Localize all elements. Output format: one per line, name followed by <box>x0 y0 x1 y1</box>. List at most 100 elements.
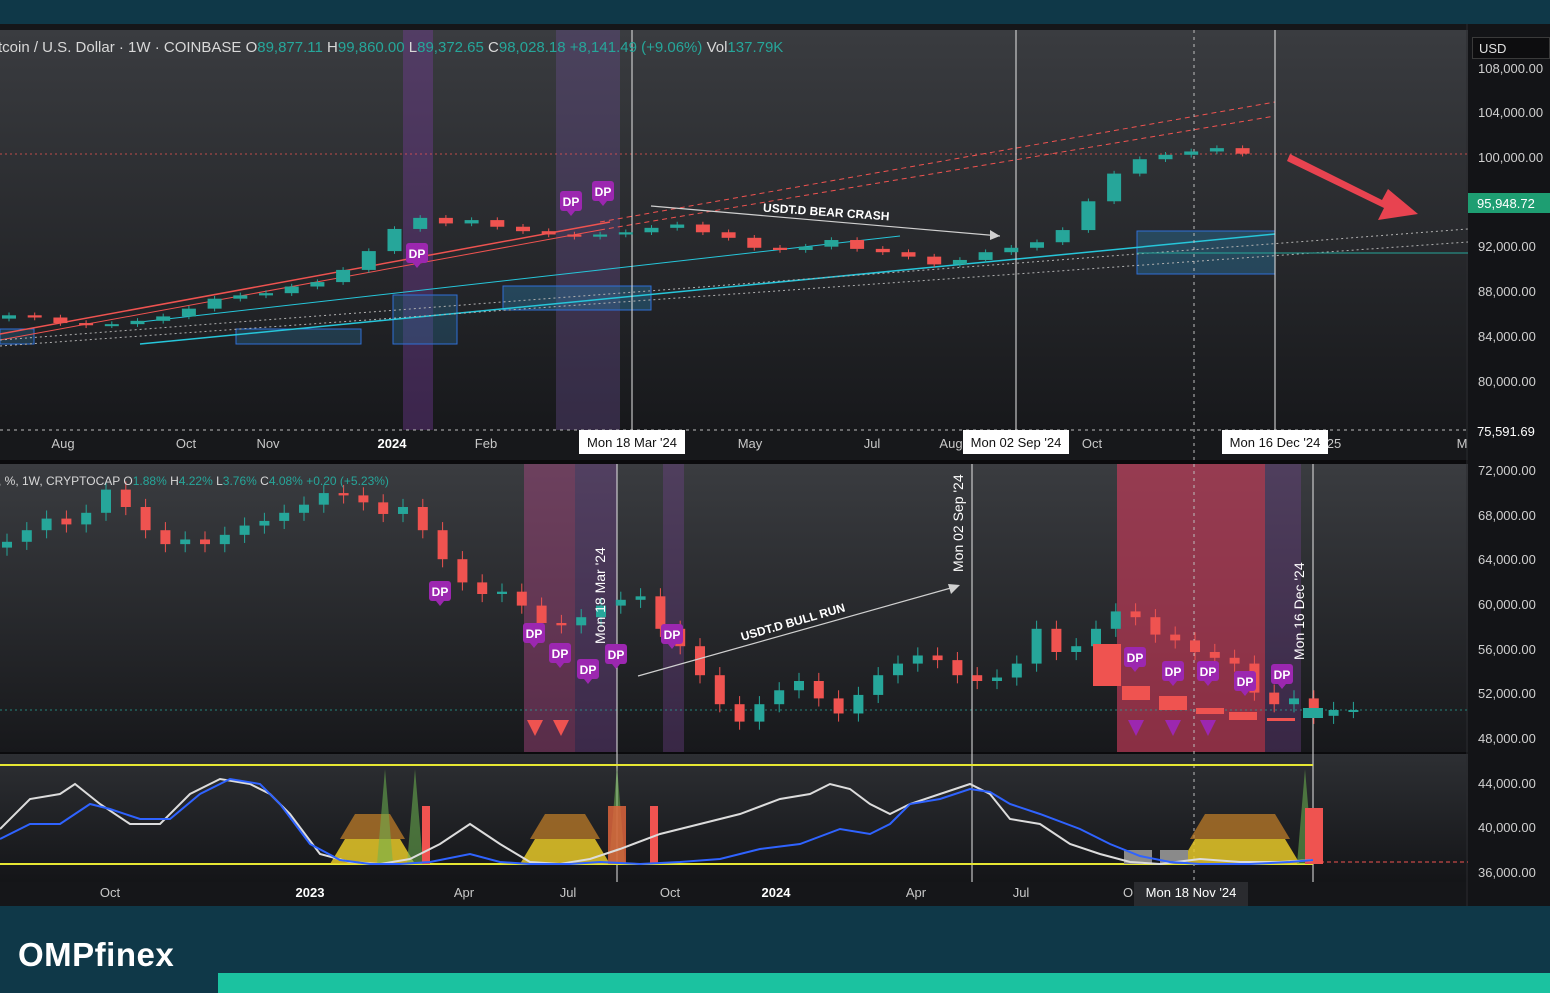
vertical-date-dec: Mon 16 Dec '24 <box>1291 562 1307 660</box>
mid-candle <box>180 539 191 545</box>
shade-zone <box>236 329 361 344</box>
mid-candle <box>338 493 349 496</box>
osc-spike <box>407 769 423 864</box>
signal-triangle <box>1165 720 1181 736</box>
top-time-label: Nov <box>256 436 280 451</box>
dp-badge-pointer <box>567 211 575 216</box>
support-line-upper <box>139 235 901 323</box>
mid-candle <box>813 681 824 699</box>
top-time-label: M <box>1457 436 1468 451</box>
mid-candle <box>635 596 646 600</box>
osc-gray-bar <box>1124 850 1152 864</box>
top-candle <box>233 295 248 299</box>
top-candle <box>773 247 787 250</box>
mid-candle <box>536 605 547 623</box>
price-tick-label: 92,000.00 <box>1478 239 1536 254</box>
bottom-time-label: O <box>1123 885 1133 900</box>
shade-zone <box>403 30 433 430</box>
top-candle <box>1235 148 1250 154</box>
mid-candle <box>615 599 626 606</box>
top-candle <box>387 228 402 252</box>
top-time-label: Aug <box>51 436 74 451</box>
dp-badge-label: DP <box>432 585 449 599</box>
price-tick-label: 56,000.00 <box>1478 642 1536 657</box>
top-time-label: Oct <box>176 436 197 451</box>
price-tick-label: 64,000.00 <box>1478 552 1536 567</box>
bottom-date-label: Mon 18 Nov '24 <box>1146 885 1237 900</box>
volume-label: Vol <box>706 39 728 56</box>
vertical-date-sep: Mon 02 Sep '24 <box>950 474 966 572</box>
mid-candle <box>1091 628 1101 647</box>
mid-candle <box>120 489 131 507</box>
mid-candle <box>477 582 488 594</box>
mid-candle <box>1308 698 1319 716</box>
dp-badge-pointer <box>599 201 607 206</box>
osc-yellow-area <box>520 839 610 864</box>
zone-candle <box>1303 708 1323 718</box>
top-candle <box>27 315 42 318</box>
mid-candle <box>398 507 408 514</box>
bottom-time-label: Apr <box>454 885 475 900</box>
osc-red-bar <box>650 806 658 864</box>
dp-badge <box>577 659 599 679</box>
top-candle <box>850 240 865 249</box>
lower-low: 3.76% <box>222 474 257 488</box>
dp-badge-pointer <box>530 643 538 648</box>
zone-candle <box>1267 718 1295 721</box>
price-tick-label: 88,000.00 <box>1478 284 1536 299</box>
dp-badge-pointer <box>1278 684 1286 689</box>
mid-candle <box>417 507 428 531</box>
mid-candle <box>200 539 210 545</box>
dp-badge-label: DP <box>664 628 681 642</box>
mid-candle <box>101 489 111 513</box>
top-candle <box>516 226 530 232</box>
top-candle <box>413 217 428 229</box>
date-marker-badge <box>963 430 1069 454</box>
mid-candle <box>239 525 250 535</box>
oscillator-divider <box>0 752 1468 754</box>
mid-candle <box>81 512 92 525</box>
date-marker-label: Mon 16 Dec '24 <box>1230 435 1321 450</box>
lower-symbol: , %, 1W, CRYPTOCAP <box>0 474 121 488</box>
price-tick-label: 84,000.00 <box>1478 329 1536 344</box>
bear-arrow-head <box>990 230 1000 240</box>
top-candle <box>567 234 582 237</box>
close-value: 98,028.18 <box>498 39 566 56</box>
dp-badge-pointer <box>584 679 592 684</box>
mid-candle <box>833 698 844 714</box>
price-tick-label: 80,000.00 <box>1478 374 1536 389</box>
top-candle <box>593 234 608 237</box>
top-time-label: May <box>738 436 763 451</box>
bottom-time-label: Oct <box>660 885 681 900</box>
top-candle <box>541 231 556 235</box>
support-line <box>139 233 1276 345</box>
top-candle <box>207 298 222 309</box>
mid-candle <box>556 623 567 626</box>
mid-candle <box>992 677 1002 681</box>
mid-candle <box>655 596 666 629</box>
top-candle <box>336 269 351 283</box>
dp-badge-pointer <box>612 664 620 669</box>
top-candle <box>53 317 68 324</box>
osc-orange-area <box>1190 814 1290 839</box>
panel-divider <box>0 460 1468 464</box>
bottom-time-label: Jul <box>560 885 577 900</box>
mid-candle <box>1031 628 1042 664</box>
currency-selector[interactable]: USD <box>1472 37 1550 59</box>
mid-candle <box>1209 652 1220 658</box>
top-candle <box>310 282 325 287</box>
osc-red-bar <box>1305 808 1323 864</box>
bottom-date-badge <box>1134 882 1248 906</box>
zone-candle <box>1159 696 1187 710</box>
resistance-line-inner <box>0 229 601 341</box>
dp-badge <box>1234 671 1256 691</box>
top-candle <box>695 224 710 233</box>
shade-zone <box>393 295 457 344</box>
zone-candle <box>1196 708 1224 714</box>
dp-badge-pointer <box>556 663 564 668</box>
osc-white-line <box>0 777 1314 866</box>
dp-badge-label: DP <box>1237 675 1254 689</box>
top-candle <box>361 251 376 270</box>
dp-badge <box>661 624 683 644</box>
bottom-time-label: Jul <box>1013 885 1030 900</box>
